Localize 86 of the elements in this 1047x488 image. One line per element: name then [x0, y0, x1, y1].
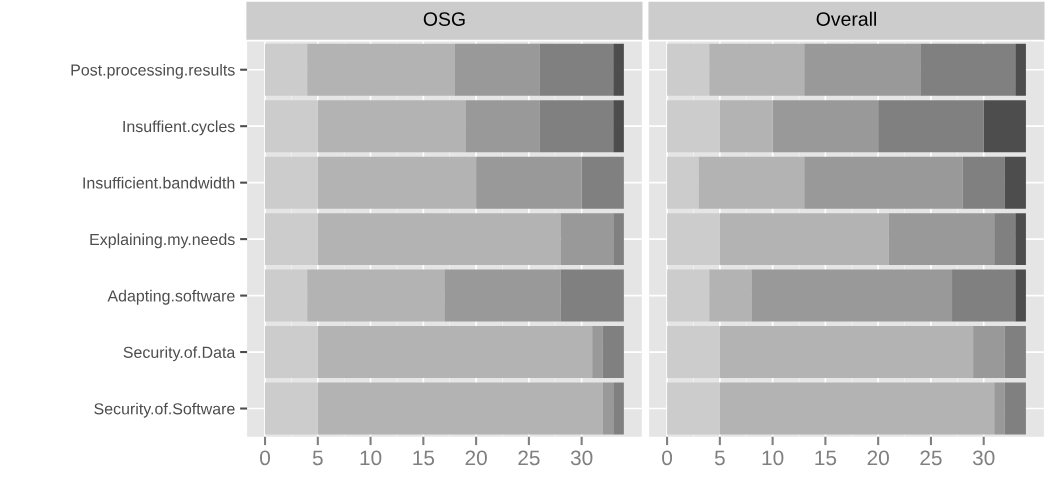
- x-tick-label: 15: [815, 450, 837, 466]
- x-tick-label: 30: [570, 450, 593, 466]
- bar: [1004, 382, 1026, 435]
- bar: [602, 382, 614, 435]
- bar: [539, 43, 614, 96]
- bar: [317, 326, 593, 379]
- bar: [952, 269, 1016, 322]
- bar: [667, 43, 710, 96]
- chart-title: Overall: [816, 11, 876, 26]
- bar: [265, 382, 318, 435]
- x-tick-label: 15: [413, 450, 435, 466]
- bar: [465, 100, 540, 153]
- bar: [772, 100, 879, 153]
- x-tick-label: 5: [714, 450, 725, 466]
- bar: [888, 213, 995, 266]
- bar: [444, 269, 561, 322]
- bar: [307, 43, 456, 96]
- y-tick-label: Insuffient.cycles: [123, 120, 235, 136]
- bar: [455, 43, 540, 96]
- x-tick-label: 25: [518, 450, 540, 466]
- y-tick-label: Adapting.software: [107, 289, 235, 305]
- bar: [709, 269, 752, 322]
- bar: [317, 100, 466, 153]
- bar: [709, 43, 805, 96]
- bar: [265, 269, 308, 322]
- bar: [476, 156, 582, 209]
- bar: [719, 326, 974, 379]
- bar: [265, 213, 318, 266]
- bar: [613, 43, 624, 96]
- bar: [719, 100, 773, 153]
- bar: [667, 269, 710, 322]
- bar: [613, 382, 624, 435]
- bar: [317, 382, 603, 435]
- bar: [592, 326, 603, 379]
- bar: [878, 100, 984, 153]
- bar: [265, 43, 308, 96]
- bar: [804, 156, 963, 209]
- x-tick-label: 20: [465, 450, 487, 466]
- bar: [719, 213, 889, 266]
- y-tick-label: Security.of.Software: [94, 402, 235, 418]
- bar: [719, 382, 995, 435]
- bar: [560, 269, 624, 322]
- bar: [1004, 156, 1026, 209]
- bar: [265, 326, 318, 379]
- x-tick-label: 20: [867, 450, 889, 466]
- bar: [581, 156, 624, 209]
- bar: [804, 43, 921, 96]
- y-tick-label: Insufficient.bandwidth: [83, 176, 235, 189]
- bar: [667, 213, 720, 266]
- bar: [265, 100, 318, 153]
- bar: [613, 213, 624, 266]
- bar: [317, 156, 477, 209]
- bar: [560, 213, 614, 266]
- x-tick-label: 30: [972, 450, 995, 466]
- bar: [1015, 269, 1026, 322]
- bar: [994, 213, 1016, 266]
- bar: [920, 43, 1016, 96]
- x-tick-label: 5: [312, 450, 323, 466]
- bar: [307, 269, 445, 322]
- bar: [265, 156, 318, 209]
- bar: [994, 382, 1005, 435]
- chart-title: OSG: [423, 12, 465, 26]
- bar: [751, 269, 953, 322]
- bar: [983, 100, 1026, 153]
- bar: [1015, 43, 1026, 96]
- bar: [973, 326, 1005, 379]
- bar: [613, 100, 624, 153]
- bar: [962, 156, 1005, 209]
- bar: [317, 213, 561, 266]
- x-tick-label: 0: [662, 450, 673, 466]
- bar: [602, 326, 624, 379]
- y-tick-label: Security.of.Data: [123, 346, 236, 362]
- x-tick-label: 25: [920, 450, 942, 466]
- bar: [667, 382, 720, 435]
- bar: [667, 326, 720, 379]
- x-tick-label: 10: [360, 450, 382, 466]
- bar: [698, 156, 805, 209]
- bar: [539, 100, 614, 153]
- y-tick-label: Explaining.my.needs: [90, 233, 235, 249]
- bar: [667, 100, 720, 153]
- bar: [1004, 326, 1026, 379]
- y-tick-label: Post.processing.results: [71, 63, 235, 79]
- bar: [667, 156, 699, 209]
- x-tick-label: 0: [260, 450, 271, 466]
- x-tick-label: 10: [762, 450, 784, 466]
- bar: [1015, 213, 1026, 266]
